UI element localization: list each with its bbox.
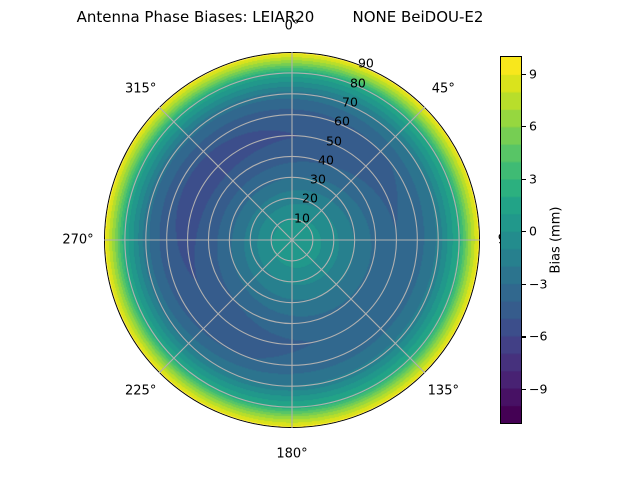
colorbar-tick-mark (522, 126, 526, 128)
polar-axes[interactable]: 0° 45° 90 135° 180° 225° 270° 315° 10 20 30 40 50 60… (62, 19, 514, 462)
radial-tick-50: 50 (326, 133, 342, 148)
colorbar-tick-mark (522, 388, 526, 391)
colorbar-tick-mark (522, 283, 526, 285)
radial-tick-30: 30 (310, 171, 326, 187)
colorbar[interactable]: −9 −6 −3 0 3 6 9 (500, 56, 547, 424)
chart-title: Antenna Phase Biases: LEIAR20 NONE BeiDO… (76, 8, 484, 26)
radial-tick-20: 20 (302, 190, 318, 206)
colorbar-tick-mark (522, 336, 526, 338)
radial-tick-10: 10 (294, 210, 310, 226)
radial-tick-60: 60 (334, 113, 350, 129)
radial-tick-70: 70 (342, 94, 358, 110)
colorbar-tick-mark (522, 73, 526, 75)
radial-tick-40: 40 (318, 152, 334, 168)
colorbar-tick-mark (522, 178, 526, 180)
colorbar-tick-label: −9 (529, 381, 548, 397)
colorbar-tick-label: −3 (529, 276, 548, 292)
colorbar-tick-label: 0 (529, 223, 537, 239)
colorbar-tick-mark (522, 231, 526, 233)
angular-tick-45: 45° (431, 81, 455, 97)
angular-tick-270: 270° (62, 232, 94, 248)
angular-tick-315: 315° (125, 81, 157, 97)
colorbar-tick-label: 6 (529, 118, 537, 134)
colorbar-tick-label: −6 (529, 328, 548, 344)
angular-tick-135: 135° (427, 383, 459, 399)
angular-tick-0: 0° (284, 18, 300, 34)
colorbar-tick-label: 3 (529, 171, 537, 187)
colorbar-tick-label: 9 (529, 66, 537, 82)
angular-tick-180: 180° (276, 446, 308, 462)
colorbar-canvas (501, 57, 521, 423)
polar-contour-surface (105, 53, 479, 427)
radial-tick-90: 90 (357, 55, 374, 71)
polar-plot-area[interactable] (104, 52, 480, 428)
angular-tick-225: 225° (125, 383, 157, 399)
colorbar-gradient (500, 56, 522, 424)
colorbar-axis-label: Bias (mm) (548, 206, 564, 274)
radial-tick-80: 80 (349, 75, 366, 91)
